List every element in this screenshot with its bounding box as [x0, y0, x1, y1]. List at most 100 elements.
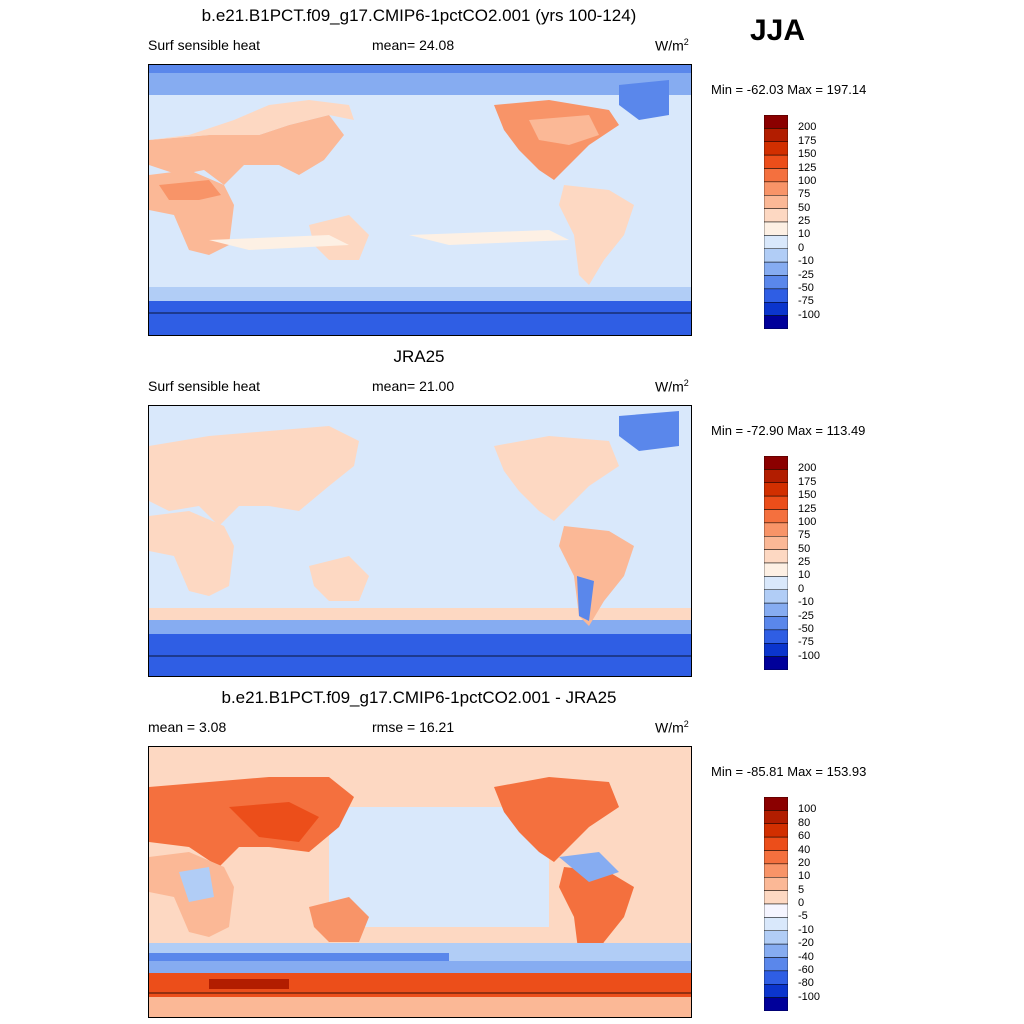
panel1-colorbar-tick-label: 100 — [798, 174, 817, 187]
panel2-colorbar-tick-label: 25 — [798, 556, 811, 568]
panel1-colorbar-swatch — [763, 221, 789, 236]
panel1-colorbar-tick-label: -75 — [798, 295, 814, 308]
panel2-colorbar-swatch — [763, 495, 789, 510]
panel1-south-ocean-light — [209, 235, 349, 250]
panel1-south-america — [559, 185, 634, 285]
panel2-colorbar-swatch — [763, 482, 789, 497]
panel2-colorbar-swatch — [763, 455, 789, 470]
panel3-colorbar-swatch — [763, 796, 789, 811]
panel1-colorbar — [763, 114, 789, 330]
panel2-colorbar-svg — [763, 455, 789, 671]
panel1-colorbar-swatch — [763, 208, 789, 223]
panel3-africa-cool — [179, 867, 214, 902]
panel1-colorbar-swatch — [763, 235, 789, 249]
panel3-colorbar-swatch — [763, 943, 789, 958]
panel1-colorbar-swatch — [763, 181, 789, 196]
panel3-south-cool-core — [149, 953, 449, 961]
panel1-colorbar-swatch — [763, 248, 789, 263]
season-label: JJA — [750, 14, 806, 47]
panel2-colorbar-tick-label: 0 — [798, 582, 805, 595]
panel3-colorbar-tick-label: -10 — [798, 923, 814, 936]
panel2-colorbar-tick-label: 200 — [798, 462, 817, 475]
panel3-north-america — [494, 777, 619, 862]
panel1-colorbar-tick-label: -25 — [798, 268, 814, 281]
panel3-colorbar-svg — [763, 796, 789, 1012]
panel3-colorbar-tick-label: -60 — [798, 963, 814, 976]
panel1-sahara — [159, 180, 221, 200]
panel2-patagonia — [577, 576, 594, 621]
panel2-colorbar-swatch — [763, 469, 789, 483]
panel3-antarctic-hot-spot — [209, 979, 289, 989]
panel3-colorbar-swatch — [763, 997, 789, 1012]
panel1-map — [148, 64, 692, 336]
panel2-north-america — [494, 436, 619, 521]
panel1-colorbar-swatch — [763, 315, 789, 330]
panel1-north-eurasia — [149, 100, 354, 140]
panel1-colorbar-tick-label: -10 — [798, 255, 814, 268]
panel3-colorbar-swatch — [763, 984, 789, 998]
panel2-colorbar-swatch — [763, 562, 789, 577]
panel3-australia — [309, 897, 369, 942]
panel2-colorbar-swatch — [763, 656, 789, 671]
panel2-mean-label: mean= 21.00 — [372, 378, 455, 394]
panel2-colorbar-tick-label: 125 — [798, 502, 817, 515]
panel2-colorbar-tick-label: 175 — [798, 475, 817, 488]
panel3-colorbar-tick-label: -5 — [798, 910, 808, 923]
panel3-colorbar-tick-label: -40 — [798, 950, 814, 963]
panel1-colorbar-tick-label: 10 — [798, 228, 811, 241]
panel1-na-interior — [529, 115, 599, 145]
panel3-colorbar-tick-label: 100 — [798, 803, 817, 816]
panel3-colorbar-tick-label: 60 — [798, 830, 811, 843]
panel3-map — [148, 746, 692, 1018]
panel1-colorbar-tick-label: 175 — [798, 134, 817, 147]
panel2-colorbar-swatch — [763, 576, 789, 590]
panel2-africa — [149, 511, 234, 596]
panel1-colorbar-tick-label: 75 — [798, 188, 811, 201]
panel3-colorbar — [763, 796, 789, 1012]
panel2-southern-band — [149, 620, 691, 634]
panel3-colorbar-swatch — [763, 890, 789, 905]
panel1-colorbar-tick-label: -100 — [798, 308, 821, 321]
panel2-colorbar — [763, 455, 789, 671]
panel1-units: W/m2 — [655, 37, 689, 54]
panel1-minmax: Min = -62.03 Max = 197.14 — [711, 82, 867, 97]
panel2-colorbar-swatch — [763, 616, 789, 631]
panel2-colorbar-swatch — [763, 536, 789, 550]
panel2-colorbar-swatch — [763, 549, 789, 564]
panel3-colorbar-swatch — [763, 903, 789, 918]
panel2-colorbar-tick-label: 50 — [798, 542, 811, 555]
panel1-colorbar-swatch — [763, 302, 789, 316]
panel3-colorbar-swatch — [763, 863, 789, 878]
panel1-antarctic-band — [149, 301, 691, 335]
panel2-colorbar-tick-label: 10 — [798, 569, 811, 582]
panel3-colorbar-tick-label: 80 — [798, 816, 811, 829]
panel1-eurasia — [149, 115, 344, 185]
panel3-central-asia — [229, 802, 319, 842]
panel1-southern-band — [149, 287, 691, 301]
panel2-antarctic-band — [149, 634, 691, 676]
panel2-south-america — [559, 526, 634, 626]
panel2-variable-label: Surf sensible heat — [148, 378, 261, 394]
panel3-south-america — [559, 867, 634, 967]
panel1-colorbar-svg — [763, 114, 789, 330]
panel2-colorbar-swatch — [763, 602, 789, 617]
panel2-colorbar-swatch — [763, 643, 789, 657]
panel3-map-svg — [149, 747, 691, 1017]
panel3-colorbar-tick-label: -80 — [798, 977, 814, 990]
panel3-colorbar-swatch — [763, 957, 789, 972]
panel1-mean-label: mean= 24.08 — [372, 37, 455, 53]
panel3-colorbar-tick-label: -20 — [798, 937, 814, 950]
panel2-colorbar-tick-label: -25 — [798, 609, 814, 622]
panel1-colorbar-swatch — [763, 195, 789, 209]
panel1-colorbar-tick-label: 200 — [798, 121, 817, 134]
panel1-title: b.e21.B1PCT.f09_g17.CMIP6-1pctCO2.001 (y… — [201, 6, 637, 25]
panel2-colorbar-swatch — [763, 589, 789, 604]
panel1-colorbar-tick-label: 0 — [798, 241, 805, 254]
panel3-units: W/m2 — [655, 719, 689, 736]
panel3-southern-band — [149, 961, 691, 973]
panel3-rmse-label: rmse = 16.21 — [372, 719, 455, 735]
panel3-colorbar-tick-label: 0 — [798, 897, 805, 909]
panel3-mean-label: mean = 3.08 — [148, 719, 227, 735]
panel3-colorbar-swatch — [763, 836, 789, 851]
panel2-greenland — [619, 411, 679, 451]
